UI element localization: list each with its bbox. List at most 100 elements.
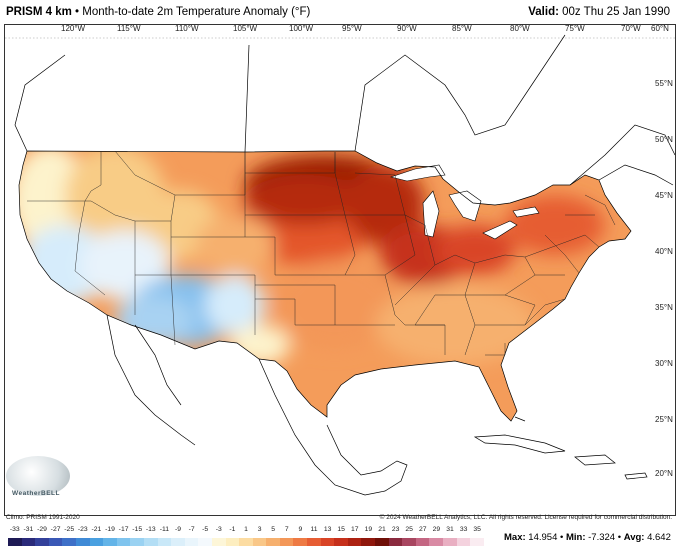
legend-swatch — [48, 538, 63, 546]
legend-swatch — [157, 538, 172, 546]
legend-swatch — [443, 538, 457, 546]
lat-label-60n: 60°N — [651, 24, 669, 33]
legend-tick-label: -29 — [37, 526, 47, 533]
legend-tick-label: 33 — [459, 526, 468, 533]
legend-tick-label: -11 — [159, 526, 170, 533]
product-name: PRISM 4 km — [6, 6, 72, 18]
stats-readout: Max: 14.954 • Min: -7.324 • Avg: 4.642 — [504, 532, 671, 543]
valid-value: 00z Thu 25 Jan 1990 — [562, 6, 670, 18]
lat-label-45n: 45°N — [655, 191, 673, 200]
legend-tick-label: -5 — [202, 526, 209, 533]
legend-tick-label: 9 — [298, 526, 303, 533]
legend-tick-label: 13 — [323, 526, 332, 533]
lon-label-120w: 120°W — [61, 24, 86, 33]
weatherbell-logo — [6, 456, 70, 496]
legend-tick-label: 5 — [271, 526, 276, 533]
lon-label-105w: 105°W — [233, 24, 258, 33]
valid-time: Valid: 00z Thu 25 Jan 1990 — [528, 6, 670, 18]
legend-swatch — [279, 538, 294, 546]
lon-label-80w: 80°W — [510, 24, 530, 33]
legend-swatch — [116, 538, 131, 546]
title-text: Month-to-date 2m Temperature Anomaly (°F… — [82, 6, 311, 18]
legend-swatch — [198, 538, 212, 546]
legend-tick-label: 21 — [378, 526, 386, 533]
legend-tick-label: -3 — [215, 526, 222, 533]
copyright-note: © 2024 WeatherBELL Analytics, LLC. All r… — [379, 514, 672, 521]
legend-tick-label: 35 — [473, 526, 481, 533]
legend-tick-label: 7 — [284, 526, 289, 533]
legend-tick-label: 3 — [257, 526, 262, 533]
legend-swatch — [347, 538, 362, 546]
state-boundaries — [27, 150, 616, 356]
logo-text: WeatherBELL — [12, 490, 60, 497]
lon-label-95w: 95°W — [342, 24, 362, 33]
climo-note: Climo: PRISM 1991-2020 — [6, 514, 80, 521]
legend-swatch — [456, 538, 471, 546]
legend-swatch — [307, 538, 321, 546]
min-label: Min: — [565, 532, 586, 543]
lat-label-55n: 55°N — [655, 79, 673, 88]
lat-label-35n: 35°N — [655, 303, 673, 312]
legend-tick-label: 1 — [244, 526, 248, 533]
legend-tick-label: -27 — [50, 526, 61, 533]
legend-tick-label: -13 — [145, 526, 156, 533]
lon-label-90w: 90°W — [397, 24, 417, 33]
legend-tick-label: 23 — [391, 526, 400, 533]
map-title: PRISM 4 km • Month-to-date 2m Temperatur… — [6, 6, 310, 18]
title-separator: • — [75, 6, 80, 18]
legend-swatch — [211, 538, 226, 546]
min-value: -7.324 — [588, 532, 616, 543]
stats-sep-1: • — [560, 532, 564, 543]
lat-label-25n: 25°N — [655, 415, 673, 424]
legend-swatch — [252, 538, 267, 546]
legend-tick-label: 17 — [351, 526, 359, 533]
legend-swatch — [184, 538, 199, 546]
legend-swatch — [320, 538, 335, 546]
legend-swatch — [415, 538, 430, 546]
lat-label-30n: 30°N — [655, 359, 673, 368]
lat-label-50n: 50°N — [655, 135, 673, 144]
legend-swatch — [334, 538, 348, 546]
lon-label-100w: 100°W — [289, 24, 314, 33]
legend-swatch — [130, 538, 144, 546]
anomaly-map — [5, 25, 675, 515]
legend-tick-label: -1 — [229, 526, 236, 533]
legend-swatch — [225, 538, 240, 546]
legend-tick-label: -7 — [188, 526, 195, 533]
legend-tick-label: 27 — [419, 526, 427, 533]
lat-label-40n: 40°N — [655, 247, 673, 256]
coastlines — [14, 34, 675, 496]
legend-swatch — [89, 538, 104, 546]
legend-tick-label: 11 — [310, 526, 318, 533]
lon-label-70w: 70°W — [621, 24, 641, 33]
legend-tick-label: 29 — [432, 526, 441, 533]
legend-tick-label: -33 — [9, 526, 20, 533]
legend-tick-label: -17 — [118, 526, 129, 533]
legend-tick-label: 15 — [337, 526, 345, 533]
legend-swatch — [470, 538, 484, 546]
legend-swatch — [239, 538, 253, 546]
legend-tick-label: -25 — [64, 526, 75, 533]
valid-label: Valid: — [528, 6, 559, 18]
legend-swatch — [21, 538, 36, 546]
legend-swatch — [171, 538, 185, 546]
legend-swatch — [62, 538, 76, 546]
legend-tick-label: 19 — [364, 526, 373, 533]
legend-ticks: -33 -31 -29 -27 -25 -23 -21 -19 -17 -15 -13 -11 -9 -7… — [8, 526, 484, 536]
legend-tick-label: -21 — [91, 526, 102, 533]
legend-tick-label: -9 — [174, 526, 182, 533]
stats-sep-2: • — [617, 532, 622, 543]
legend-tick-label: 25 — [405, 526, 413, 533]
lon-label-115w: 115°W — [117, 24, 141, 33]
map-frame: 120°W 115°W 110°W 105°W 100°W 95°W 90°W … — [4, 24, 676, 516]
legend-swatch — [429, 538, 443, 546]
avg-value: 4.642 — [647, 532, 671, 543]
legend-swatch — [402, 538, 416, 546]
legend-tick-label: -15 — [132, 526, 143, 533]
legend-swatch — [266, 538, 280, 546]
legend-swatch — [143, 538, 158, 546]
max-label: Max: — [504, 532, 526, 543]
lon-label-75w: 75°W — [565, 24, 585, 33]
legend-swatch — [35, 538, 49, 546]
legend-tick-label: -19 — [105, 526, 115, 533]
